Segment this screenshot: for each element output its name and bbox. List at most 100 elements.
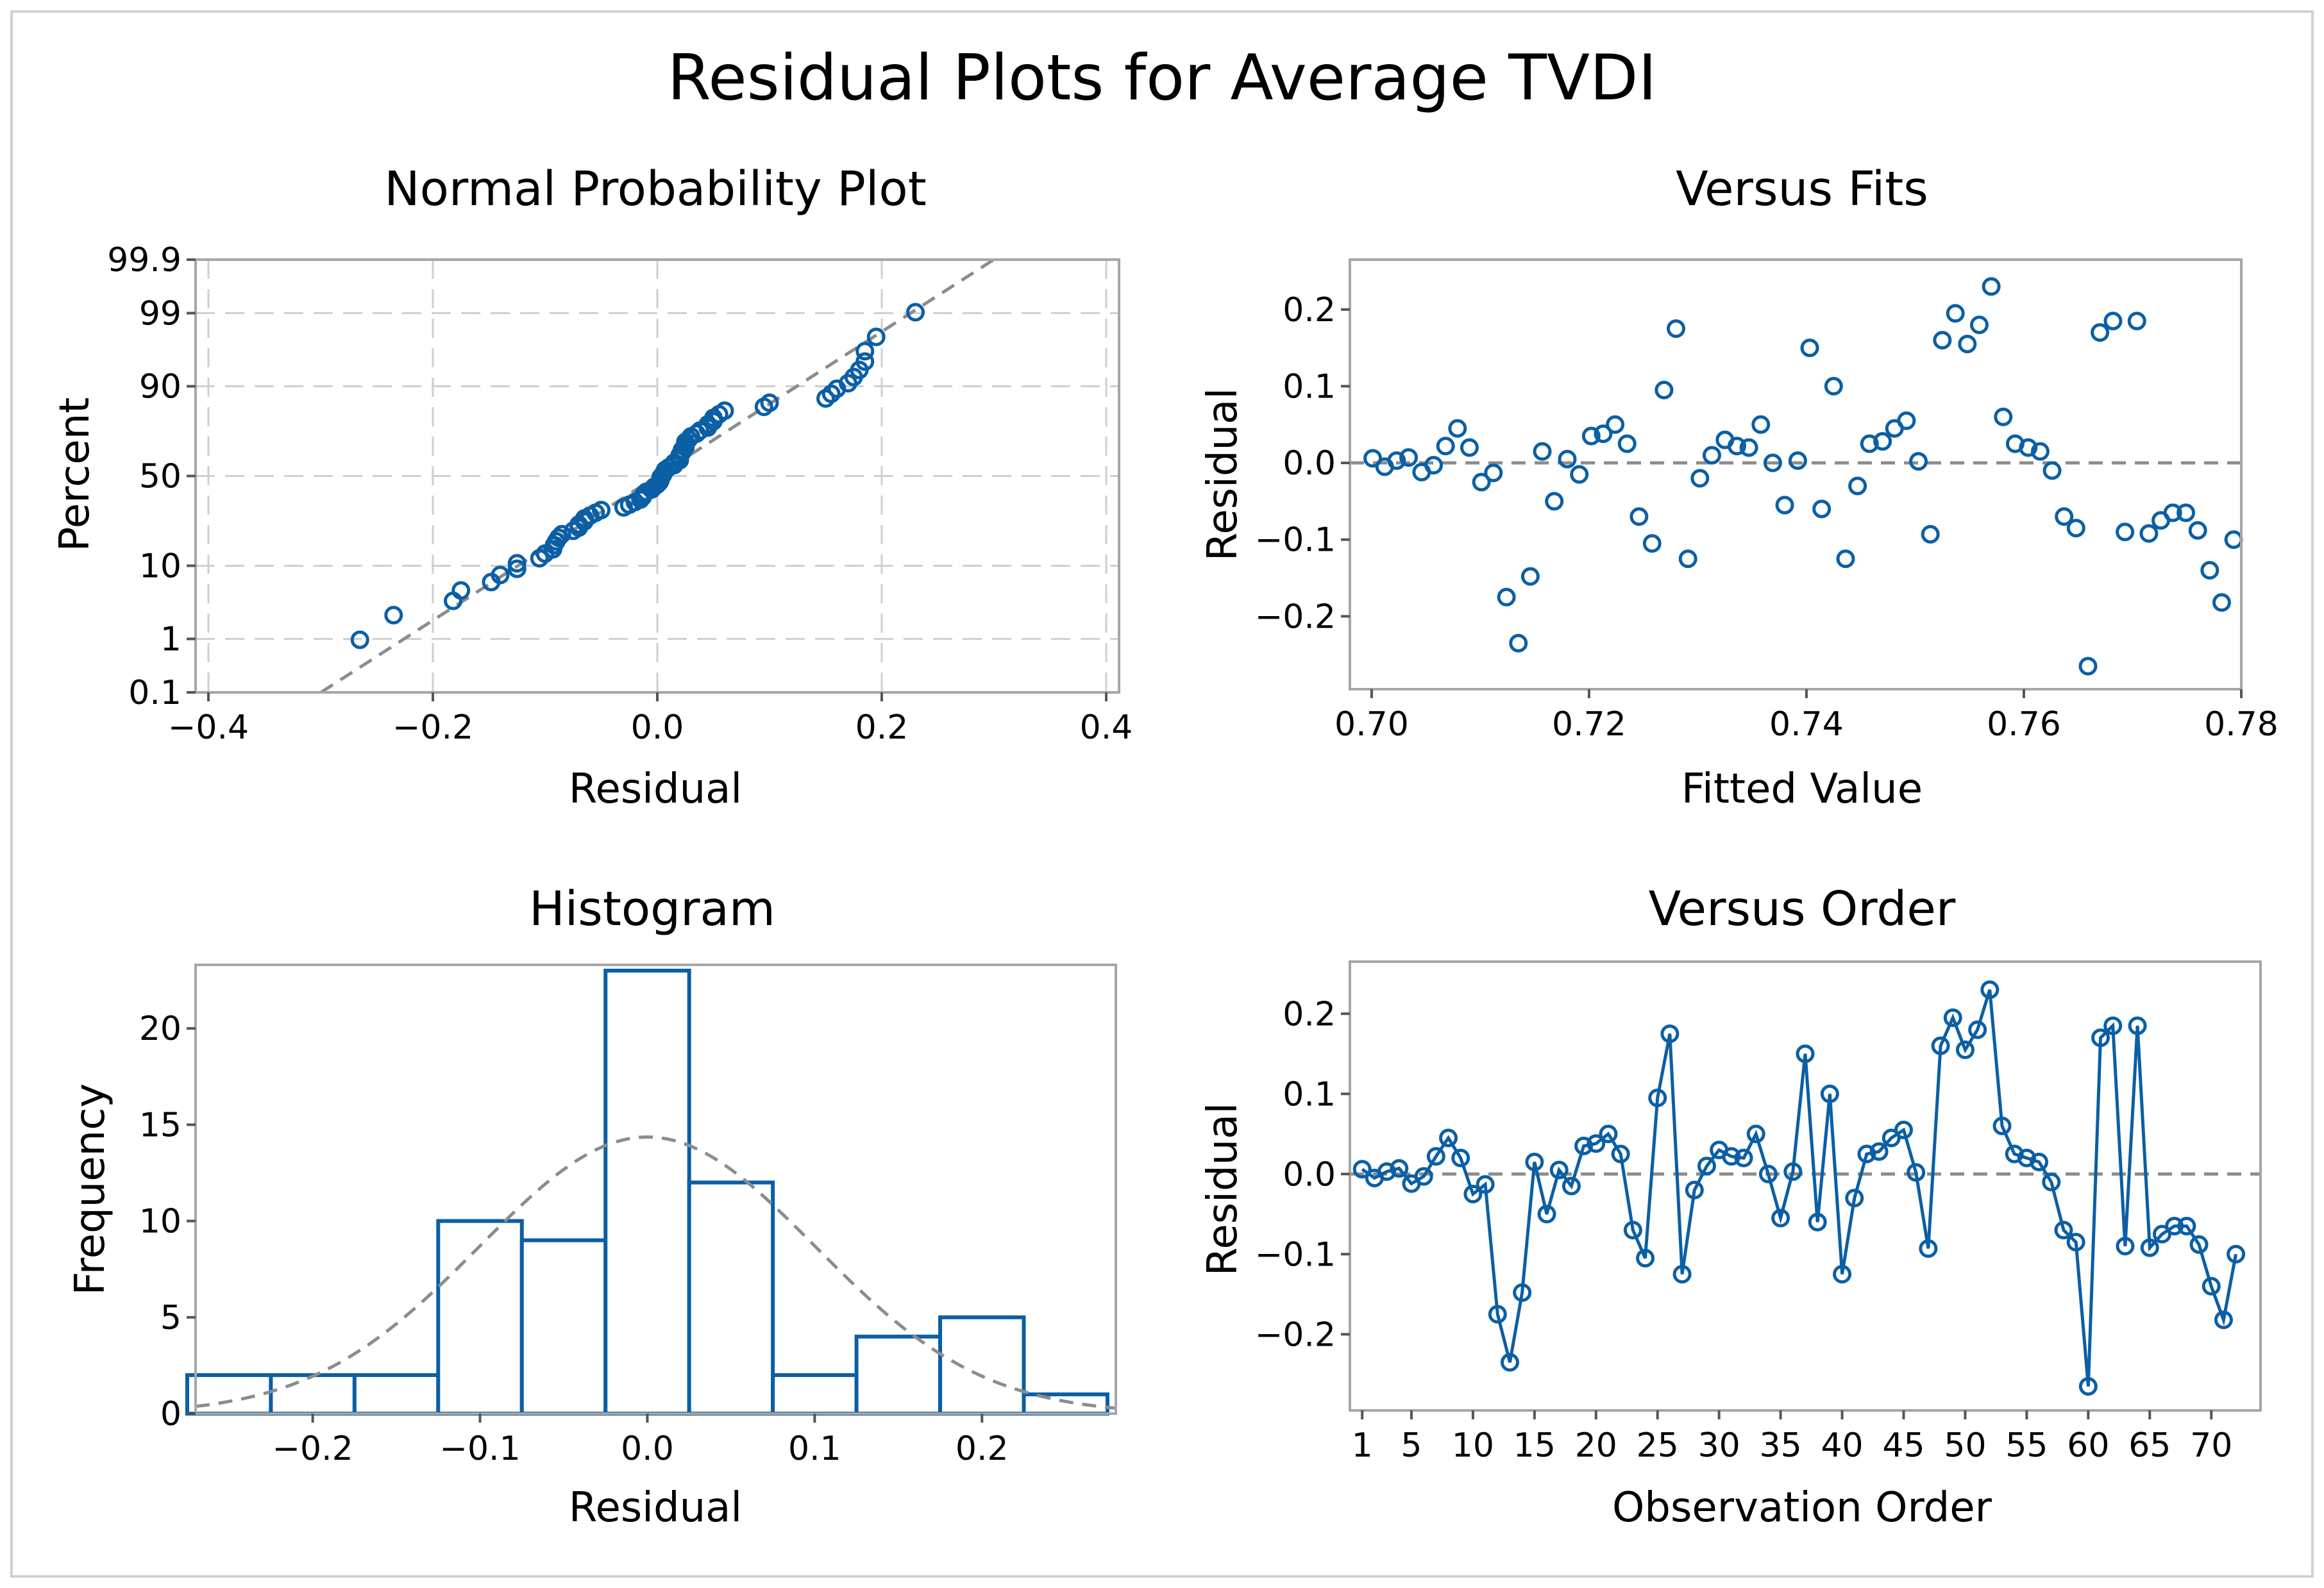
npp-y-tick-label: 50	[139, 458, 181, 496]
order-point	[1857, 1144, 1876, 1164]
hist-bar	[854, 1334, 943, 1416]
order-point	[2214, 1310, 2233, 1330]
fits-point	[1642, 534, 1662, 553]
order-point	[1771, 1208, 1790, 1228]
order-point	[1439, 1128, 1458, 1148]
fits-point	[1946, 304, 1965, 323]
hist-bar	[185, 1373, 273, 1416]
order-point	[1611, 1144, 1630, 1164]
order-point	[2165, 1217, 2184, 1235]
fits-point	[1448, 419, 1467, 438]
order-point	[2116, 1237, 2135, 1256]
fits-point	[1921, 524, 1940, 544]
fits-point	[1812, 499, 1831, 519]
fits-point	[1763, 453, 1782, 472]
order-x-tick-label: 70	[2190, 1426, 2232, 1465]
order-x-tick-label: 20	[1575, 1426, 1617, 1465]
figure-title: Residual Plots for Average TVDI	[668, 42, 1657, 115]
fits-point	[1982, 277, 2001, 296]
order-point	[1955, 1041, 1975, 1059]
npp-point	[855, 352, 875, 371]
order-point	[1426, 1147, 1445, 1166]
order-point	[2140, 1238, 2159, 1257]
npp-x-tick-label: 0.0	[631, 708, 684, 747]
fits-point	[1617, 434, 1637, 453]
order-point	[2177, 1217, 2196, 1235]
fits-y-tick-label: −0.2	[1255, 598, 1336, 636]
hist-y-tick-label: 5	[160, 1299, 181, 1337]
fits-point	[1460, 438, 1479, 457]
hist-bar	[687, 1180, 775, 1416]
fits-point	[2078, 656, 2098, 676]
fits-point	[1751, 415, 1771, 434]
npp-point	[491, 565, 510, 585]
order-point	[1623, 1221, 1642, 1240]
order-point	[1820, 1084, 1839, 1103]
order-point	[2030, 1153, 2049, 1171]
fits-point	[2091, 323, 2110, 342]
fits-point	[1800, 338, 1819, 358]
fits-point	[1594, 424, 1613, 444]
npp-point	[507, 554, 526, 573]
fits-point	[1484, 464, 1503, 483]
fits-title: Versus Fits	[1676, 162, 1928, 217]
npp-point	[451, 581, 471, 600]
npp-y-tick-label: 0.1	[128, 674, 181, 712]
npp-y-tick-label: 10	[139, 547, 181, 585]
order-point	[1513, 1283, 1532, 1302]
figure-border	[10, 10, 2314, 1578]
fits-point	[2188, 521, 2207, 540]
fits-point	[1788, 451, 1807, 470]
order-x-tick-label: 30	[1698, 1426, 1740, 1465]
fits-point	[2163, 503, 2182, 522]
hist-bar	[938, 1315, 1026, 1416]
fits-point	[1509, 633, 1528, 653]
fits-point	[1533, 442, 1552, 461]
order-point	[2091, 1028, 2110, 1048]
order-point	[1587, 1134, 1606, 1153]
fits-point	[1436, 437, 1455, 456]
normal-probability-plot-panel: Normal Probability Plot Residual Percent…	[51, 162, 1133, 813]
npp-x-tick-label: 0.4	[1080, 708, 1133, 747]
hist-y-tick-label: 0	[160, 1395, 181, 1433]
fits-point	[1836, 549, 1855, 569]
npp-point	[384, 605, 403, 624]
order-x-tick-label: 40	[1821, 1426, 1863, 1465]
order-point	[1758, 1164, 1778, 1183]
histogram-panel: Histogram Residual Frequency −0.2 −0.1 0.0…	[67, 882, 1117, 1532]
npp-x-tick-label: −0.2	[392, 708, 473, 747]
fits-point	[2200, 561, 2219, 580]
fits-point	[1775, 496, 1794, 515]
order-point	[1451, 1148, 1470, 1167]
fits-point	[1570, 465, 1589, 484]
hist-x-tick-label: 0.2	[956, 1430, 1009, 1468]
order-point	[2189, 1235, 2209, 1254]
fits-point	[1520, 567, 1540, 586]
fits-point	[1994, 407, 2013, 426]
hist-bar	[603, 969, 691, 1416]
order-point	[2103, 1016, 2123, 1035]
fits-y-tick-label: −0.1	[1255, 521, 1336, 560]
hist-tick-labels: −0.2 −0.1 0.0 0.1 0.2 0 5 10 15 20	[139, 1010, 1009, 1468]
fits-point	[1363, 449, 1383, 468]
hist-y-tick-label: 10	[139, 1203, 181, 1241]
fits-x-tick-label: 0.76	[1987, 705, 2061, 744]
fits-point	[1545, 492, 1564, 511]
npp-y-tick-label: 99	[139, 294, 181, 333]
order-point	[1783, 1162, 1803, 1181]
fits-y-axis-label: Residual	[1199, 388, 1247, 561]
hist-x-tick-label: −0.2	[272, 1430, 353, 1468]
fits-point	[1824, 376, 1843, 396]
npp-point	[549, 528, 568, 547]
npp-points	[350, 303, 925, 649]
fits-point	[1690, 469, 1710, 488]
npp-point	[855, 342, 875, 361]
order-point	[1968, 1020, 1987, 1039]
order-point	[1352, 1160, 1372, 1179]
fits-point	[1606, 415, 1625, 434]
order-point	[1562, 1176, 1581, 1196]
hist-x-tick-label: −0.1	[439, 1430, 520, 1468]
fits-point	[1727, 437, 1746, 456]
order-point	[1599, 1124, 1618, 1144]
fits-point	[1969, 315, 1989, 335]
